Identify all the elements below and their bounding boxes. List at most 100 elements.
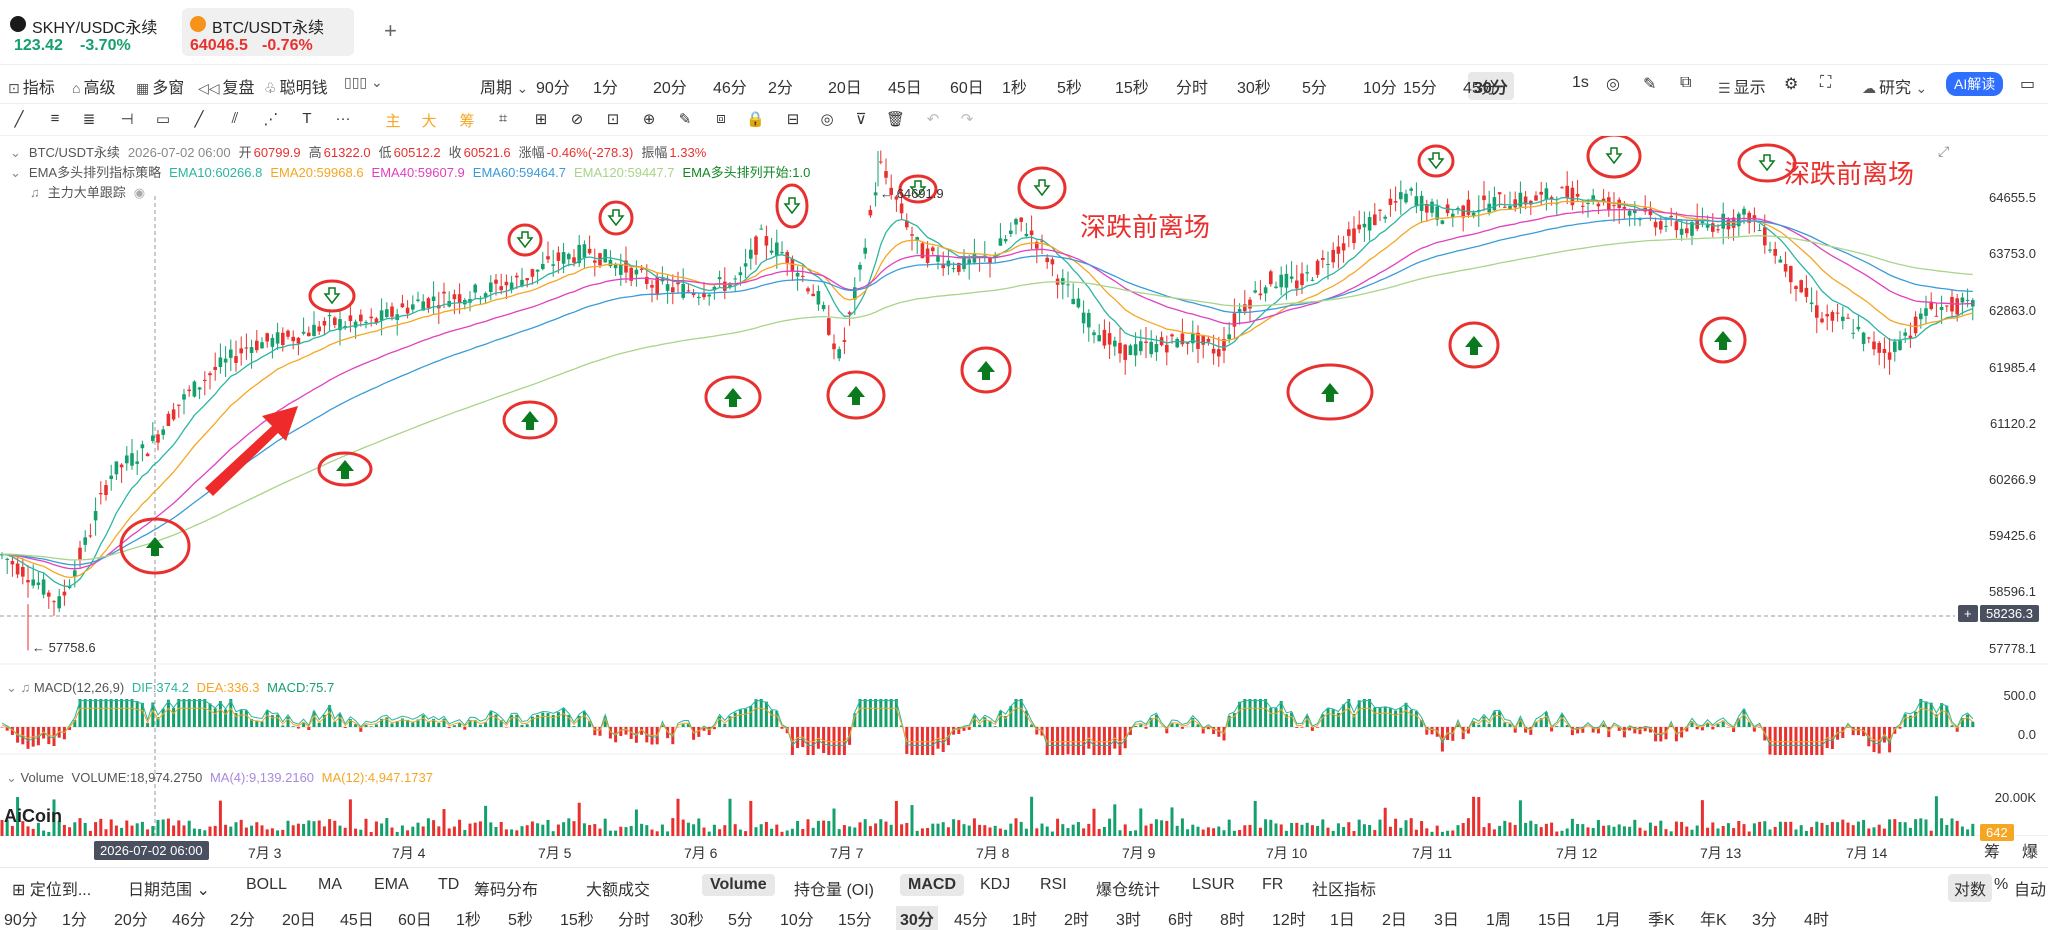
bottom-period-11[interactable]: 分时 <box>618 906 650 930</box>
period-12[interactable]: 30秒 <box>1237 74 1271 98</box>
bottom-period-21[interactable]: 6时 <box>1168 906 1193 930</box>
settings-icon[interactable]: ⚙ <box>1784 74 1798 94</box>
main-tool-icon[interactable]: 主 <box>384 110 402 131</box>
period-6[interactable]: 45日 <box>888 74 922 98</box>
bottom-period-16[interactable]: 30分 <box>896 906 938 930</box>
indicator-4[interactable]: 筹码分布 <box>474 876 538 900</box>
channel-tool-icon[interactable]: ≣ <box>80 110 98 128</box>
bottom-period-24[interactable]: 1日 <box>1330 906 1355 930</box>
bottom-period-18[interactable]: 1时 <box>1012 906 1037 930</box>
zoom-tool-icon[interactable]: ⊡ <box>604 110 622 128</box>
period-13[interactable]: 5分 <box>1302 74 1327 98</box>
indicator-0[interactable]: BOLL <box>246 876 287 894</box>
add-tab-button[interactable]: + <box>384 18 397 44</box>
bottom-period-26[interactable]: 3日 <box>1434 906 1459 930</box>
copy-tool-icon[interactable]: ⊞ <box>532 110 550 128</box>
hide-tool-icon[interactable]: ◎ <box>818 110 836 128</box>
period-17[interactable]: 45分 <box>1463 74 1497 98</box>
ruler-tool-icon[interactable]: ⌗ <box>494 110 512 127</box>
period-dropdown[interactable]: 周期 ⌄ <box>480 74 531 98</box>
percent-scale-toggle[interactable]: % <box>1994 876 2008 894</box>
bottom-period-2[interactable]: 20分 <box>114 906 148 930</box>
lock-tool-icon[interactable]: ⧈ <box>712 110 730 127</box>
sub-indicator-7[interactable]: FR <box>1262 876 1283 894</box>
period-0[interactable]: 90分 <box>536 74 570 98</box>
rect-tool-icon[interactable]: ▭ <box>154 110 172 128</box>
bottom-period-20[interactable]: 3时 <box>1116 906 1141 930</box>
bottom-period-7[interactable]: 60日 <box>398 906 432 930</box>
expand-icon[interactable]: ⤢ <box>1938 143 1949 160</box>
magnet-tool-icon[interactable]: ✎ <box>676 110 694 128</box>
period-11[interactable]: 分时 <box>1176 74 1208 98</box>
collapse-icon[interactable]: ⌄ <box>6 680 17 695</box>
crosshair-plus-icon[interactable]: + <box>1958 605 1978 622</box>
brush-tool-icon[interactable]: ⊕ <box>640 110 658 128</box>
sub-indicator-6[interactable]: LSUR <box>1192 876 1235 894</box>
bottom-period-3[interactable]: 46分 <box>172 906 206 930</box>
replay-button[interactable]: ◁◁复盘 <box>198 74 255 98</box>
big-tool-icon[interactable]: 大 <box>420 110 438 131</box>
measure-tool-icon[interactable]: ⊘ <box>568 110 586 128</box>
sidebar-toggle-icon[interactable]: ▭ <box>2020 74 2035 94</box>
tab-skhy[interactable]: SKHY/USDC永续 123.42 -3.70% <box>0 8 172 56</box>
period-15[interactable]: 15分 <box>1403 74 1437 98</box>
more-tool-icon[interactable]: ··· <box>334 110 352 127</box>
bottom-period-8[interactable]: 1秒 <box>456 906 481 930</box>
hline-tool-icon[interactable]: ≡ <box>46 110 64 127</box>
smart-money-button[interactable]: ♧聪明钱 <box>264 74 328 98</box>
research-button[interactable]: ☁研究 ⌄ <box>1862 74 1930 98</box>
liquidation-side-button[interactable]: 爆 <box>2022 838 2038 862</box>
indicator-button[interactable]: ⊡指标 <box>8 74 55 98</box>
share-icon[interactable]: ⧉ <box>1680 74 1691 92</box>
bottom-period-14[interactable]: 10分 <box>780 906 814 930</box>
text-tool-icon[interactable]: T <box>298 110 316 127</box>
bottom-period-28[interactable]: 15日 <box>1538 906 1572 930</box>
bottom-period-30[interactable]: 季K <box>1648 906 1675 930</box>
bottom-period-0[interactable]: 90分 <box>4 906 38 930</box>
period-2[interactable]: 20分 <box>653 74 687 98</box>
bottom-period-32[interactable]: 3分 <box>1752 906 1777 930</box>
redo-tool-icon[interactable]: ↷ <box>958 110 976 128</box>
bottom-period-22[interactable]: 8时 <box>1220 906 1245 930</box>
sub-indicator-5[interactable]: 爆仓统计 <box>1096 876 1160 900</box>
sub-indicator-4[interactable]: RSI <box>1040 876 1067 894</box>
parallel-tool-icon[interactable]: ⋰ <box>262 110 280 128</box>
bottom-period-4[interactable]: 2分 <box>230 906 255 930</box>
tab-btc[interactable]: BTC/USDT永续 64046.5 -0.76% <box>182 8 354 56</box>
period-9[interactable]: 5秒 <box>1057 74 1082 98</box>
ray-tool-icon[interactable]: ⊣ <box>118 110 136 128</box>
goto-button[interactable]: ⊞ 定位到... <box>12 876 91 900</box>
indicator-1[interactable]: MA <box>318 876 342 894</box>
advanced-button[interactable]: ⌂高级 <box>72 74 115 98</box>
bottom-period-33[interactable]: 4时 <box>1804 906 1829 930</box>
bottom-period-27[interactable]: 1周 <box>1486 906 1511 930</box>
line-tool-icon[interactable]: ╱ <box>10 110 28 128</box>
bottom-period-23[interactable]: 12时 <box>1272 906 1306 930</box>
pen-icon[interactable]: ✎ <box>1643 74 1656 94</box>
snapshot-tool-icon[interactable]: 🔒 <box>746 110 764 128</box>
bottom-period-9[interactable]: 5秒 <box>508 906 533 930</box>
period-4[interactable]: 2分 <box>768 74 793 98</box>
period-10[interactable]: 15秒 <box>1115 74 1149 98</box>
fullscreen-icon[interactable]: ⛶ <box>1820 74 1831 92</box>
ai-interpret-button[interactable]: AI解读 <box>1946 72 2003 96</box>
chip-tool-icon[interactable]: 筹 <box>458 110 476 131</box>
period-5[interactable]: 20日 <box>828 74 862 98</box>
display-button[interactable]: ☰显示 <box>1718 74 1766 98</box>
bottom-period-6[interactable]: 45日 <box>340 906 374 930</box>
bottom-period-13[interactable]: 5分 <box>728 906 753 930</box>
bottom-period-10[interactable]: 15秒 <box>560 906 594 930</box>
eye-tool-icon[interactable]: ⊟ <box>784 110 802 128</box>
multi-window-button[interactable]: ▦多窗 <box>136 74 184 98</box>
indicator-5[interactable]: 大额成交 <box>586 876 650 900</box>
period-7[interactable]: 60日 <box>950 74 984 98</box>
indicator-3[interactable]: TD <box>438 876 459 894</box>
chart-type-button[interactable]: ▯▯▯ ⌄ <box>344 74 386 92</box>
chip-side-button[interactable]: 筹 <box>1984 838 2000 862</box>
sub-indicator-8[interactable]: 社区指标 <box>1312 876 1376 900</box>
period-8[interactable]: 1秒 <box>1002 74 1027 98</box>
realtime-button[interactable]: 1s <box>1572 74 1589 92</box>
undo-tool-icon[interactable]: ↶ <box>924 110 942 128</box>
bottom-period-12[interactable]: 30秒 <box>670 906 704 930</box>
date-range-dropdown[interactable]: 日期范围 ⌄ <box>128 876 210 900</box>
